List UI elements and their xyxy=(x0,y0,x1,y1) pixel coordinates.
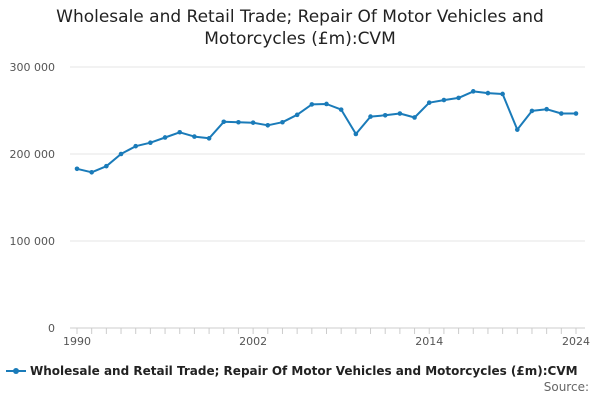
chart-title-line-2: Motorcycles (£m):CVM xyxy=(204,29,396,49)
data-point[interactable] xyxy=(559,111,564,116)
gridlines xyxy=(70,66,585,242)
y-tick-label: 100 000 xyxy=(10,235,56,248)
data-point[interactable] xyxy=(118,151,124,157)
chart-title: Wholesale and Retail Trade; Repair Of Mo… xyxy=(0,6,600,50)
data-point[interactable] xyxy=(456,95,461,101)
data-point[interactable] xyxy=(338,107,344,112)
data-point[interactable] xyxy=(265,122,271,128)
x-tick-label: 1990 xyxy=(63,335,91,348)
x-tick-label: 2014 xyxy=(415,335,443,348)
data-point[interactable] xyxy=(441,97,447,103)
data-point[interactable] xyxy=(500,91,505,97)
data-point[interactable] xyxy=(309,102,315,107)
x-tick-labels: 1990 2002 2014 2024 xyxy=(63,335,590,348)
data-point[interactable] xyxy=(192,134,197,139)
data-point[interactable] xyxy=(294,112,300,118)
series-layer xyxy=(74,89,579,175)
data-point[interactable] xyxy=(368,114,373,119)
source-label: Source: xyxy=(543,380,589,394)
data-point[interactable] xyxy=(236,119,241,125)
data-point[interactable] xyxy=(89,169,94,175)
chart-title-line-1: Wholesale and Retail Trade; Repair Of Mo… xyxy=(56,7,544,27)
data-point[interactable] xyxy=(133,143,139,149)
x-tick-label: 2024 xyxy=(562,335,590,348)
y-axis: 0 100 000 200 000 300 000 xyxy=(10,61,56,335)
data-point[interactable] xyxy=(162,135,168,140)
y-tick-label: 200 000 xyxy=(10,148,56,161)
data-point[interactable] xyxy=(426,100,432,105)
data-point[interactable] xyxy=(74,166,80,172)
data-point[interactable] xyxy=(573,111,579,116)
data-point[interactable] xyxy=(280,119,285,125)
data-point[interactable] xyxy=(148,140,153,145)
data-point[interactable] xyxy=(529,108,535,114)
legend[interactable]: Wholesale and Retail Trade; Repair Of Mo… xyxy=(6,364,578,378)
data-point[interactable] xyxy=(353,131,359,137)
data-point[interactable] xyxy=(104,163,109,169)
data-point[interactable] xyxy=(221,119,227,125)
y-tick-label: 300 000 xyxy=(10,61,56,74)
x-axis xyxy=(70,327,585,334)
data-point[interactable] xyxy=(397,111,403,116)
data-point[interactable] xyxy=(514,127,520,132)
data-point[interactable] xyxy=(250,120,256,125)
data-point[interactable] xyxy=(412,115,417,120)
data-point[interactable] xyxy=(470,89,476,94)
data-point[interactable] xyxy=(485,90,491,96)
data-point[interactable] xyxy=(382,112,388,118)
legend-swatch-icon xyxy=(6,365,26,377)
y-tick-label: 0 xyxy=(48,322,55,335)
x-tick-label: 2002 xyxy=(239,335,267,348)
data-point[interactable] xyxy=(206,136,212,141)
data-point[interactable] xyxy=(324,101,329,107)
data-point[interactable] xyxy=(544,106,549,112)
legend-label: Wholesale and Retail Trade; Repair Of Mo… xyxy=(30,364,578,378)
data-point[interactable] xyxy=(177,129,183,135)
